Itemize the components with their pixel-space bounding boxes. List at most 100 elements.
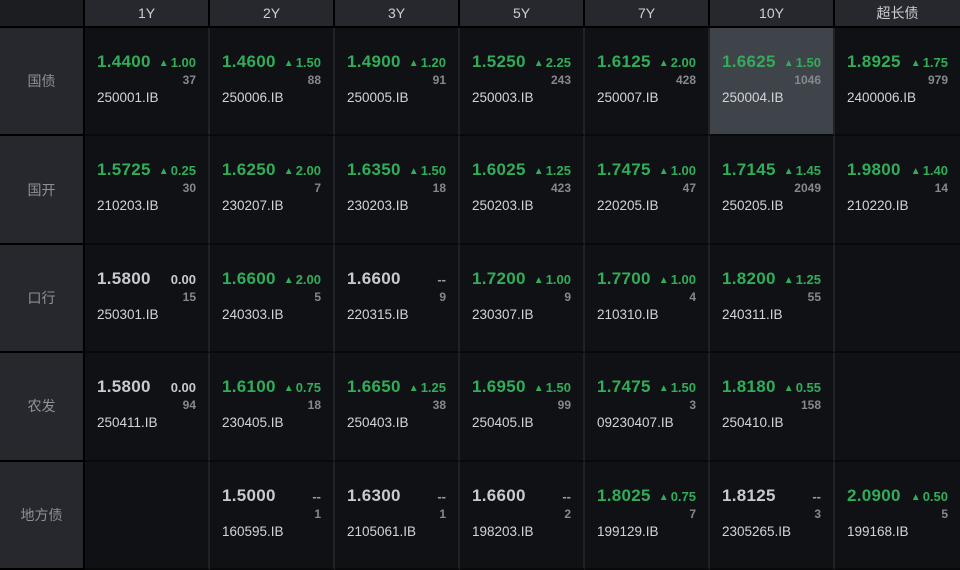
change-value: ▲ 1.50 <box>659 380 696 395</box>
quote-cell-adbc-7y[interactable]: 1.7475 ▲ 1.50 3 09230407.IB <box>585 353 710 462</box>
row-label-cdb[interactable]: 国开 <box>0 136 85 245</box>
up-triangle-icon: ▲ <box>783 166 794 178</box>
up-triangle-icon: ▲ <box>533 166 544 178</box>
quote-cell-treasury-2y[interactable]: 1.4600 ▲ 1.50 88 250006.IB <box>210 28 335 137</box>
bond-code: 2105061.IB <box>347 523 417 539</box>
trade-volume: 47 <box>682 181 696 196</box>
quote-line: 1.7200 ▲ 1.00 <box>472 269 571 289</box>
quote-line: 1.7475 ▲ 1.50 <box>597 377 696 397</box>
quote-line: 1.6250 ▲ 2.00 <box>222 160 321 180</box>
change-amount: 1.50 <box>545 380 571 396</box>
row-label-adbc[interactable]: 农发 <box>0 353 85 462</box>
quote-cell-local-gov-5y[interactable]: 1.6600 -- 2 198203.IB <box>460 461 585 570</box>
row-label-treasury[interactable]: 国债 <box>0 28 85 137</box>
quote-cell-cdb-5y[interactable]: 1.6025 ▲ 1.25 423 250203.IB <box>460 136 585 245</box>
change-value: ▲ 0.75 <box>284 380 321 395</box>
change-value: -- <box>812 489 821 504</box>
bond-code: 199129.IB <box>597 523 659 539</box>
yield-value: 1.6625 <box>722 52 776 71</box>
trade-volume: 243 <box>550 73 571 87</box>
change-value: 0.00 <box>171 380 196 395</box>
quote-line: 2.0900 ▲ 0.50 <box>847 486 948 506</box>
bond-code: 198203.IB <box>472 523 534 539</box>
change-amount: 2.00 <box>295 271 321 287</box>
column-header-5y[interactable]: 5Y <box>460 0 585 28</box>
change-amount: 1.20 <box>420 55 446 70</box>
quote-cell-cdb-3y[interactable]: 1.6350 ▲ 1.50 18 230203.IB <box>335 136 460 245</box>
quote-cell-cdb-7y[interactable]: 1.7475 ▲ 1.00 47 220205.IB <box>585 136 710 245</box>
trade-volume: 5 <box>941 506 948 521</box>
trade-volume: 15 <box>182 289 196 304</box>
quote-cell-treasury-10y[interactable]: 1.6625 ▲ 1.50 1046 250004.IB <box>710 28 835 137</box>
change-amount: 1.25 <box>420 380 446 396</box>
quote-line: 1.6950 ▲ 1.50 <box>472 377 571 397</box>
change-value: ▲ 1.00 <box>659 272 696 287</box>
bond-code: 250007.IB <box>597 90 659 105</box>
change-value: ▲ 1.25 <box>534 163 571 178</box>
quote-cell-exim-3y[interactable]: 1.6600 -- 9 220315.IB <box>335 244 460 354</box>
change-value: ▲ 1.50 <box>409 163 446 178</box>
quote-cell-treasury-5y[interactable]: 1.5250 ▲ 2.25 243 250003.IB <box>460 28 585 137</box>
quote-cell-local-gov-3y[interactable]: 1.6300 -- 1 2105061.IB <box>335 461 460 570</box>
bond-code: 250403.IB <box>347 415 409 431</box>
quote-line: 1.4600 ▲ 1.50 <box>222 52 321 72</box>
quote-cell-local-gov-7y[interactable]: 1.8025 ▲ 0.75 7 199129.IB <box>585 461 710 570</box>
trade-volume: 1 <box>314 506 321 521</box>
quote-cell-cdb-2y[interactable]: 1.6250 ▲ 2.00 7 230207.IB <box>210 136 335 245</box>
quote-cell-local-gov-ultra-long[interactable]: 2.0900 ▲ 0.50 5 199168.IB <box>835 461 960 570</box>
trade-volume: 4 <box>689 289 696 304</box>
quote-cell-adbc-1y[interactable]: 1.5800 0.00 94 250411.IB <box>85 353 210 462</box>
column-header-3y[interactable]: 3Y <box>335 0 460 28</box>
quote-cell-adbc-3y[interactable]: 1.6650 ▲ 1.25 38 250403.IB <box>335 353 460 462</box>
bond-code: 230207.IB <box>222 198 284 214</box>
quote-cell-exim-7y[interactable]: 1.7700 ▲ 1.00 4 210310.IB <box>585 244 710 354</box>
quote-cell-exim-10y[interactable]: 1.8200 ▲ 1.25 55 240311.IB <box>710 244 835 354</box>
row-label-local-gov[interactable]: 地方债 <box>0 461 85 570</box>
yield-value: 1.6600 <box>347 268 401 288</box>
quote-cell-adbc-5y[interactable]: 1.6950 ▲ 1.50 99 250405.IB <box>460 353 585 462</box>
quote-cell-treasury-ultra-long[interactable]: 1.8925 ▲ 1.75 979 2400006.IB <box>835 28 960 137</box>
column-header-2y[interactable]: 2Y <box>210 0 335 28</box>
quote-cell-treasury-7y[interactable]: 1.6125 ▲ 2.00 428 250007.IB <box>585 28 710 137</box>
trade-volume: 979 <box>927 73 948 87</box>
bond-code: 09230407.IB <box>597 415 674 431</box>
trade-volume: 37 <box>182 73 196 87</box>
quote-cell-cdb-10y[interactable]: 1.7145 ▲ 1.45 2049 250205.IB <box>710 136 835 245</box>
change-amount: 1.00 <box>170 55 196 70</box>
quote-cell-adbc-2y[interactable]: 1.6100 ▲ 0.75 18 230405.IB <box>210 353 335 462</box>
column-header-7y[interactable]: 7Y <box>585 0 710 28</box>
quote-cell-adbc-10y[interactable]: 1.8180 ▲ 0.55 158 250410.IB <box>710 353 835 462</box>
quote-cell-local-gov-10y[interactable]: 1.8125 -- 3 2305265.IB <box>710 461 835 570</box>
change-amount: 0.25 <box>170 163 196 179</box>
quote-line: 1.5800 0.00 <box>97 377 196 397</box>
up-triangle-icon: ▲ <box>783 274 794 286</box>
quote-cell-treasury-3y[interactable]: 1.4900 ▲ 1.20 91 250005.IB <box>335 28 460 137</box>
quote-cell-exim-5y[interactable]: 1.7200 ▲ 1.00 9 230307.IB <box>460 244 585 354</box>
quote-cell-treasury-1y[interactable]: 1.4400 ▲ 1.00 37 250001.IB <box>85 28 210 137</box>
change-value: -- <box>437 272 446 287</box>
up-triangle-icon: ▲ <box>408 383 419 395</box>
quote-cell-exim-ultra-long-empty <box>835 244 960 354</box>
change-amount: 0.00 <box>170 271 196 287</box>
column-header-ultra-long[interactable]: 超长债 <box>835 0 960 28</box>
change-value: ▲ 1.00 <box>534 272 571 287</box>
row-label-exim[interactable]: 口行 <box>0 244 85 354</box>
up-triangle-icon: ▲ <box>283 274 294 286</box>
quote-cell-cdb-ultra-long[interactable]: 1.9800 ▲ 1.40 14 210220.IB <box>835 136 960 245</box>
change-value: ▲ 1.50 <box>784 55 821 70</box>
column-header-10y[interactable]: 10Y <box>710 0 835 28</box>
change-amount: 0.50 <box>922 488 948 504</box>
bond-code: 250004.IB <box>722 90 784 105</box>
change-value: 0.00 <box>171 272 196 287</box>
quote-cell-cdb-1y[interactable]: 1.5725 ▲ 0.25 30 210203.IB <box>85 136 210 245</box>
quote-cell-local-gov-2y[interactable]: 1.5000 -- 1 160595.IB <box>210 461 335 570</box>
change-value: ▲ 0.50 <box>911 489 948 504</box>
quote-cell-exim-1y[interactable]: 1.5800 0.00 15 250301.IB <box>85 244 210 354</box>
quote-cell-exim-2y[interactable]: 1.6600 ▲ 2.00 5 240303.IB <box>210 244 335 354</box>
bond-code: 230307.IB <box>472 306 534 322</box>
up-triangle-icon: ▲ <box>408 58 419 69</box>
yield-value: 1.7475 <box>597 377 651 397</box>
yield-value: 1.6650 <box>347 377 401 397</box>
column-header-1y[interactable]: 1Y <box>85 0 210 28</box>
